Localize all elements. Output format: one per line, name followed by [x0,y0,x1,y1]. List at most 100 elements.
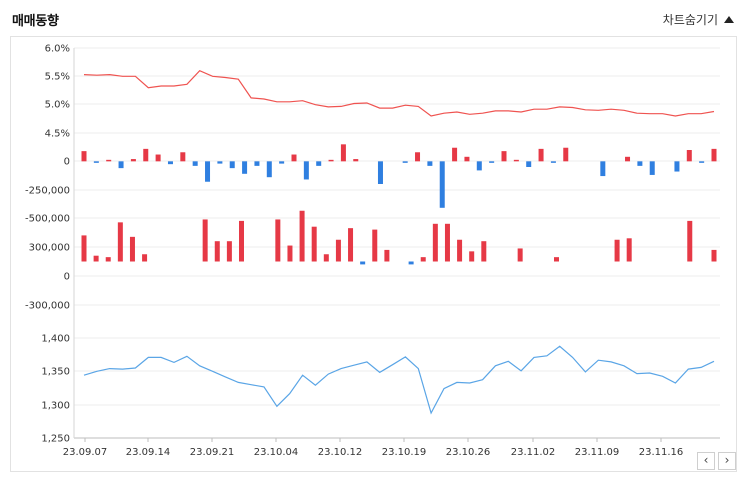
net-buy-2-bar [323,254,329,262]
net-buy-1-bar [291,154,297,162]
net-buy-1-bar [513,159,519,162]
y-tick-label: 6.0% [45,44,70,55]
net-buy-2-bar [687,220,693,262]
x-tick-label: 23.09.21 [190,447,235,458]
net-buy-2-bar [129,236,135,262]
y-tick-label: 1,300 [41,401,70,412]
next-page-button[interactable]: › [718,452,736,470]
net-buy-1-bar [353,159,359,162]
net-buy-2-bar [105,257,111,262]
net-buy-1-bar [328,159,334,162]
net-buy-1-bar [427,161,433,166]
x-tick-label: 23.10.19 [382,447,427,458]
net-buy-2-bar [469,251,475,262]
net-buy-1-bar [686,150,692,162]
net-buy-1-bar [415,152,421,162]
x-tick-label: 23.10.12 [318,447,363,458]
net-buy-2-bar [444,223,450,262]
net-buy-2-bar [93,255,99,262]
chart-frame [10,36,737,472]
net-buy-1-bar [242,161,248,174]
net-buy-1-bar [501,151,507,162]
net-buy-2-bar [299,210,305,262]
net-buy-1-bar [167,161,173,165]
net-buy-1-bar [303,161,309,180]
net-buy-2-bar [239,220,244,262]
net-buy-1-bar [489,161,495,163]
net-buy-2-bar [420,257,426,262]
y-tick-label: 5.0% [45,100,70,111]
x-tick-label: 23.09.14 [126,447,171,458]
net-buy-1-bar [205,161,211,182]
net-buy-1-bar [192,161,198,166]
y-tick-label: -500,000 [25,214,70,225]
net-buy-1-bar [217,161,223,164]
x-tick-label: 23.10.04 [254,447,299,458]
net-buy-1-bar [674,161,680,172]
net-buy-1-bar [130,159,136,162]
x-tick-label: 23.11.16 [639,447,684,458]
y-tick-label: 1,400 [41,334,70,345]
net-buy-1-bar [711,148,717,162]
net-buy-1-bar [180,152,186,162]
y-tick-label: 1,350 [41,367,70,378]
x-tick-label: 23.09.07 [63,447,108,458]
net-buy-1-bar [464,156,470,162]
hide-chart-label: 차트숨기기 [662,13,718,27]
net-buy-2-bar [81,235,87,262]
net-buy-2-bar [275,219,281,262]
net-buy-1-bar [254,161,260,166]
prev-page-button[interactable]: ‹ [697,452,715,470]
net-buy-2-bar [142,254,148,262]
net-buy-1-bar [106,159,112,162]
net-buy-1-bar [229,161,235,169]
y-tick-label: 5.5% [45,72,70,83]
y-tick-label: 1,250 [41,434,70,445]
x-tick-label: 23.10.26 [446,447,491,458]
net-buy-1-bar [143,148,149,162]
net-buy-1-bar [439,161,445,208]
net-buy-2-bar [614,239,620,262]
y-tick-label: 0 [64,272,70,283]
net-buy-1-bar [377,161,383,184]
hide-chart-toggle[interactable]: 차트숨기기 [663,11,734,28]
net-buy-2-bar [481,241,487,262]
net-buy-1-bar [93,161,99,163]
net-buy-1-bar [279,161,285,164]
net-buy-2-bar [384,249,390,262]
net-buy-1-bar [526,161,532,167]
net-buy-2-bar [711,249,717,262]
net-buy-1-bar [637,161,643,166]
net-buy-1-bar [563,147,569,162]
net-buy-2-bar [202,219,208,262]
y-tick-label: 300,000 [29,243,70,254]
section-title: 매매동향 [12,14,59,29]
net-buy-1-bar [118,161,124,169]
net-buy-2-bar [372,229,378,262]
net-buy-2-bar [517,248,523,262]
net-buy-1-bar [625,156,631,162]
net-buy-2-bar [457,239,463,262]
chevron-right-icon: › [724,453,730,467]
net-buy-2-bar [360,261,366,265]
chart-header: 매매동향 차트숨기기 [0,0,746,36]
net-buy-1-bar [550,161,556,163]
net-buy-1-bar [155,154,161,162]
net-buy-2-bar [408,261,414,265]
net-buy-2-bar [287,245,293,262]
net-buy-1-bar [316,161,322,166]
net-buy-2-bar [626,238,632,262]
price-series-line [83,345,715,415]
net-buy-2-bar [117,222,123,262]
x-tick-label: 23.11.09 [575,447,620,458]
net-buy-2-bar [214,241,220,262]
net-buy-2-bar [348,228,354,262]
net-buy-2-bar [335,239,341,262]
net-buy-1-bar [600,161,606,177]
y-tick-label: -300,000 [25,301,70,312]
y-tick-label: 0 [64,157,70,168]
net-buy-1-bar [699,161,705,163]
triangle-up-icon [724,16,734,23]
y-tick-label: -250,000 [25,186,70,197]
